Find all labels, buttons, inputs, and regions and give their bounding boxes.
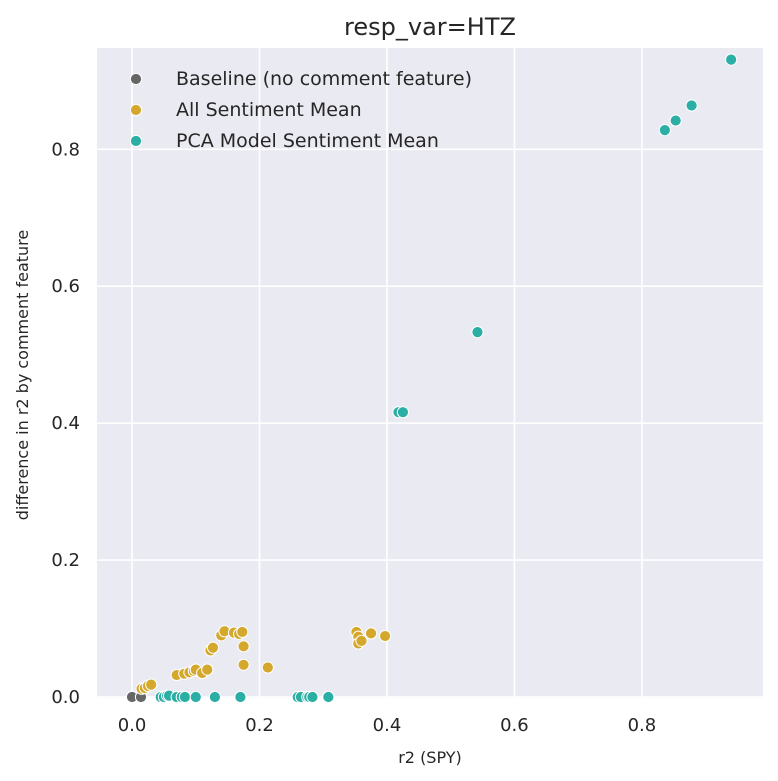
x-tick-labels: 0.0 0.2 0.4 0.6 0.8 (118, 715, 656, 736)
y-tick-label: 0.6 (51, 276, 80, 297)
data-point (208, 690, 222, 704)
data-point (685, 99, 698, 112)
data-point (234, 690, 247, 704)
legend-label: Baseline (no comment feature) (176, 68, 472, 90)
data-point (236, 625, 249, 639)
y-tick-label: 0.4 (51, 413, 80, 434)
data-point (725, 53, 738, 66)
legend-marker (129, 103, 143, 117)
data-point (237, 658, 250, 671)
y-tick-labels: 0.0 0.2 0.4 0.6 0.8 (51, 139, 80, 708)
y-tick-label: 0.0 (51, 687, 80, 708)
gridlines (97, 48, 763, 698)
data-point (322, 690, 335, 704)
x-tick-label: 0.2 (245, 715, 274, 736)
x-tick-label: 0.4 (373, 715, 402, 736)
data-point (145, 678, 158, 691)
legend-label: PCA Model Sentiment Mean (176, 130, 439, 152)
y-axis-label: difference in r2 by comment feature (13, 230, 32, 521)
legend-marker (129, 134, 143, 148)
data-point (261, 661, 274, 674)
legend-label: All Sentiment Mean (176, 99, 362, 121)
legend: Baseline (no comment feature) All Sentime… (129, 68, 472, 152)
data-points (125, 53, 738, 704)
x-tick-label: 0.6 (500, 715, 529, 736)
data-point (178, 690, 192, 704)
x-tick-label: 0.8 (628, 715, 657, 736)
data-point (237, 640, 250, 653)
legend-marker (129, 72, 143, 86)
data-point (396, 406, 410, 419)
data-point (364, 627, 378, 640)
chart-title: resp_var=HTZ (344, 13, 516, 41)
data-point (206, 641, 220, 654)
data-point (378, 629, 392, 643)
y-tick-label: 0.8 (51, 139, 80, 160)
data-point (471, 325, 484, 339)
data-point (189, 690, 202, 704)
data-point (306, 690, 319, 704)
y-tick-label: 0.2 (51, 550, 80, 571)
data-point (669, 114, 682, 127)
x-tick-label: 0.0 (118, 715, 147, 736)
x-axis-label: r2 (SPY) (398, 748, 462, 767)
data-point (658, 124, 671, 137)
data-point (355, 634, 368, 647)
plot-area (97, 48, 763, 698)
data-point (201, 663, 214, 676)
